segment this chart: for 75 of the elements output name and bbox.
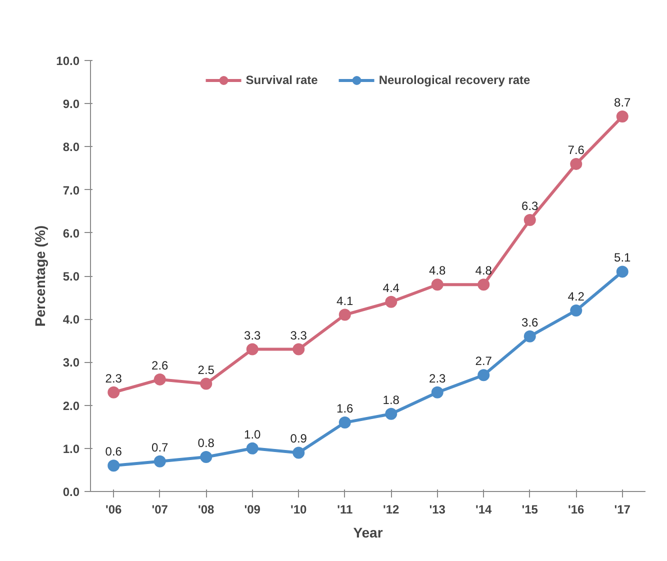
y-tick-label: 8.0: [62, 140, 80, 154]
point: [385, 296, 398, 308]
data-label: 3.6: [522, 315, 539, 330]
x-tick-label: '06: [106, 502, 122, 516]
point: [524, 214, 536, 226]
x-tick-label: '16: [568, 502, 585, 516]
legend-label: Survival rate: [246, 73, 318, 87]
point: [108, 386, 120, 398]
x-tick-label: '08: [198, 502, 215, 516]
point: [616, 110, 628, 123]
y-axis-title: Percentage (%): [32, 225, 48, 327]
x-tick-label: '15: [522, 502, 538, 516]
data-label: 3.3: [244, 328, 262, 342]
y-tick-label: 5.0: [62, 270, 80, 284]
x-tick-label: '07: [152, 502, 168, 516]
data-label: 2.3: [429, 371, 446, 386]
y-tick-label: 3.0: [62, 356, 80, 370]
point: [154, 455, 166, 468]
point: [431, 278, 444, 291]
data-label: 1.6: [336, 402, 354, 416]
point: [108, 460, 120, 472]
data-label: 4.8: [475, 264, 492, 278]
y-tick-label: 6.0: [62, 226, 80, 240]
point: [478, 278, 490, 291]
point: [570, 304, 582, 316]
data-label: 0.9: [290, 432, 308, 446]
point: [246, 442, 258, 454]
point: [292, 446, 305, 459]
y-tick-label: 7.0: [62, 183, 80, 198]
y-tick-label: 1.0: [62, 442, 80, 456]
point: [200, 451, 212, 464]
data-label: 2.5: [198, 362, 215, 377]
point: [292, 343, 305, 356]
point: [431, 386, 444, 398]
data-label: 4.4: [382, 280, 400, 295]
point: [338, 308, 351, 321]
point: [385, 408, 398, 420]
data-label: 2.6: [152, 358, 169, 372]
x-tick-label: '17: [614, 502, 631, 516]
data-label: 1.0: [244, 427, 262, 442]
data-label: 2.3: [105, 371, 122, 386]
point: [246, 343, 258, 356]
y-tick-label: 0.0: [62, 485, 80, 499]
data-label: 4.8: [429, 264, 446, 278]
legend-label: Neurological recovery rate: [378, 73, 530, 87]
point: [338, 416, 351, 429]
point: [616, 266, 628, 278]
data-label: 4.1: [336, 294, 354, 308]
x-tick-label: '10: [290, 502, 308, 516]
point: [570, 158, 582, 170]
data-label: 2.7: [475, 354, 492, 368]
x-tick-label: '12: [383, 502, 400, 516]
data-label: 0.6: [105, 444, 122, 459]
data-label: 7.6: [568, 142, 585, 157]
x-tick-label: '13: [429, 502, 446, 516]
point: [524, 330, 536, 342]
data-label: 8.7: [614, 96, 632, 110]
data-label: 4.2: [568, 289, 585, 304]
data-label: 0.7: [152, 440, 169, 454]
data-label: 6.3: [522, 198, 539, 213]
y-tick-label: 9.0: [62, 97, 80, 112]
point: [478, 369, 490, 382]
data-label: 1.8: [382, 392, 400, 407]
data-label: 0.8: [198, 436, 215, 450]
y-tick-label: 4.0: [62, 312, 80, 327]
x-axis-title: Year: [353, 524, 384, 540]
data-label: 3.3: [290, 328, 308, 342]
x-tick-label: '14: [476, 502, 492, 516]
point: [154, 373, 166, 386]
point: [200, 378, 212, 390]
x-tick-label: '09: [244, 502, 261, 516]
data-label: 5.1: [614, 250, 632, 265]
x-tick-label: '11: [337, 502, 353, 516]
y-tick-label: 10.0: [56, 54, 80, 68]
y-tick-label: 2.0: [62, 398, 80, 413]
